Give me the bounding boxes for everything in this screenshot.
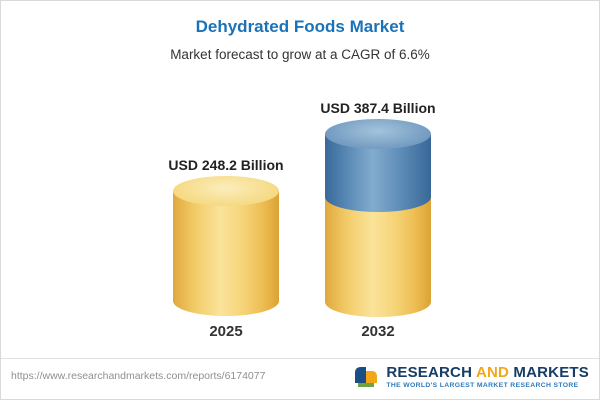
logo-word-research: RESEARCH [386,363,473,381]
page-title: Dehydrated Foods Market [195,17,405,36]
value-label-2025: USD 248.2 Billion [168,157,284,173]
logo-icon [352,363,380,391]
logo-tagline: THE WORLD'S LARGEST MARKET RESEARCH STOR… [386,382,579,390]
category-label-2025: 2025 [209,323,243,340]
bar-2032-cylinder [325,119,431,319]
category-label-2032: 2032 [361,323,395,340]
logo-word-and: AND [475,363,510,381]
value-label-2032: USD 387.4 Billion [320,100,436,116]
footer-divider [1,358,599,359]
logo-wordmark: RESEARCH AND MARKETS [386,363,589,381]
page-subtitle: Market forecast to grow at a CAGR of 6.6… [170,47,430,62]
logo-text: RESEARCH AND MARKETS THE WORLD'S LARGEST… [386,363,589,390]
bar-2025-cylinder-top [173,176,279,206]
logo-word-markets: MARKETS [513,363,589,381]
bar-2025-cylinder-body [173,191,279,316]
logo: RESEARCH AND MARKETS THE WORLD'S LARGEST… [352,363,589,391]
bar-2025-cylinder [173,176,279,321]
bar-2032-growth-segment-top [325,119,431,149]
bar-2032-base-segment [325,197,431,317]
report-url: https://www.researchandmarkets.com/repor… [11,370,266,382]
